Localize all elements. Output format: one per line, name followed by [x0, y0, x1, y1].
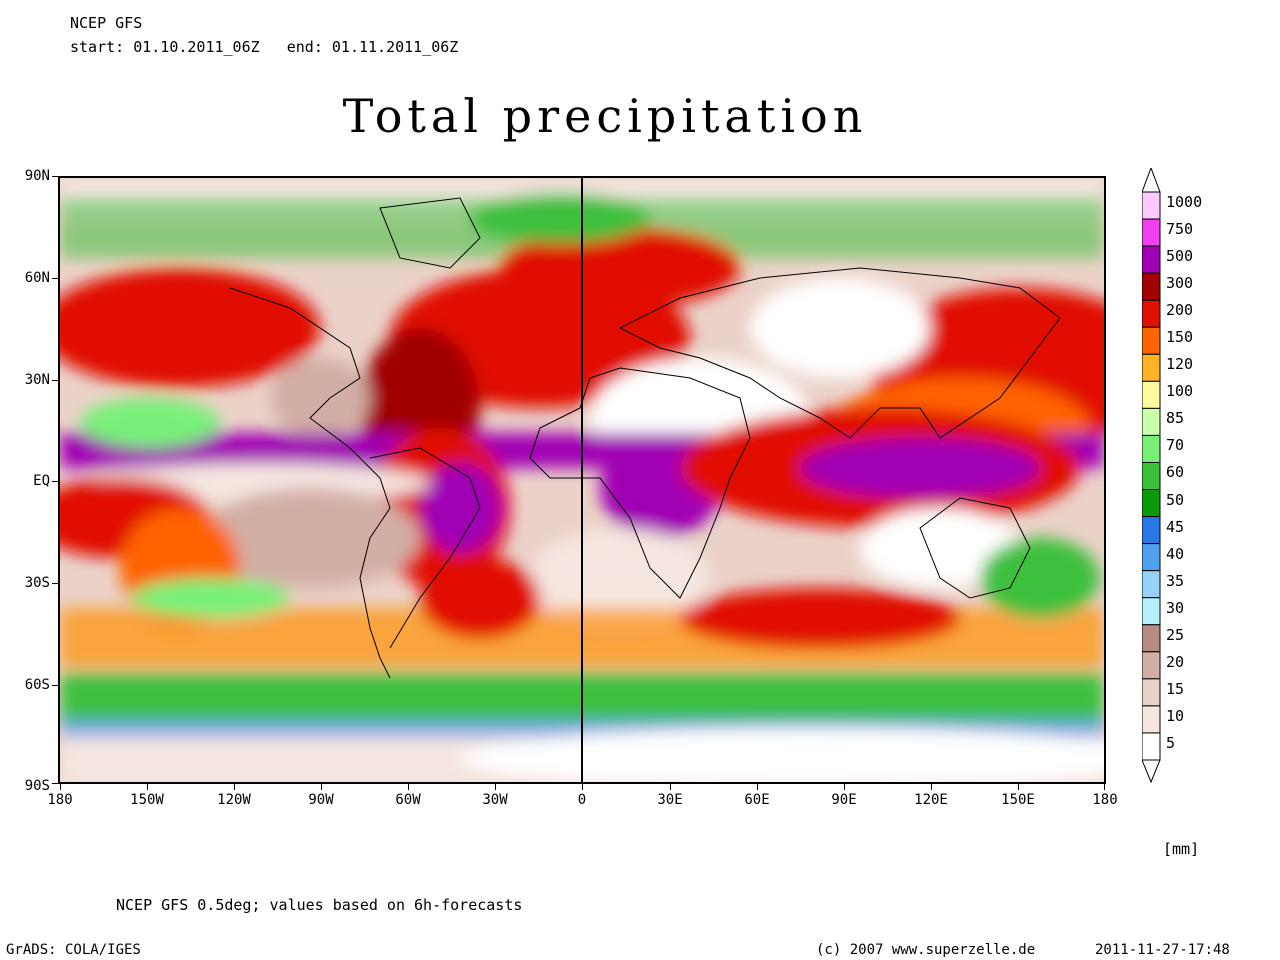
lat-tick [52, 685, 58, 686]
lon-tick [234, 784, 235, 790]
colorbar-swatch-750 [1142, 218, 1161, 247]
lon-label-30e: 30E [657, 792, 683, 808]
copyright-credit: (c) 2007 www.superzelle.de [816, 942, 1036, 958]
lon-tick [1018, 784, 1019, 790]
colorbar-label-5: 5 [1166, 733, 1176, 752]
lat-label-90s: 90S [24, 778, 50, 794]
lon-tick [757, 784, 758, 790]
colorbar-swatch-20 [1142, 651, 1161, 680]
colorbar-swatch-60 [1142, 461, 1161, 491]
lat-label-eq: EQ [33, 473, 50, 489]
colorbar-label-30: 30 [1166, 598, 1185, 617]
model-label: NCEP GFS [70, 14, 143, 32]
colorbar-swatch-5 [1142, 732, 1161, 761]
lat-tick [52, 583, 58, 584]
colorbar-label-120: 120 [1166, 355, 1194, 374]
lat-label-30s: 30S [24, 575, 50, 591]
colorbar-swatch-15 [1142, 678, 1161, 707]
data-footnote: NCEP GFS 0.5deg; values based on 6h-fore… [116, 896, 523, 914]
lon-tick [495, 784, 496, 790]
unit-label: [mm] [1163, 840, 1200, 858]
colorbar-label-1000: 1000 [1166, 193, 1203, 211]
colorbar-swatch-25 [1142, 624, 1161, 653]
lon-label-90e: 90E [831, 792, 857, 808]
colorbar-label-35: 35 [1166, 571, 1185, 590]
forecast-period: start: 01.10.2011_06Z end: 01.11.2011_06… [70, 38, 459, 56]
colorbar-label-40: 40 [1166, 544, 1185, 563]
lon-label-0: 0 [577, 792, 587, 808]
lon-label-30w: 30W [482, 792, 508, 808]
lon-label-60w: 60W [395, 792, 421, 808]
colorbar-label-25: 25 [1166, 625, 1185, 644]
colorbar-label-85: 85 [1166, 409, 1185, 428]
lon-label-180w: 180 [47, 792, 73, 808]
colorbar-swatch-200 [1142, 299, 1161, 328]
colorbar-label-500: 500 [1166, 247, 1194, 266]
lon-label-120w: 120W [217, 792, 251, 808]
colorbar-label-750: 750 [1166, 220, 1194, 239]
coastlines [229, 197, 1061, 679]
colorbar-swatch-50 [1142, 489, 1161, 518]
colorbar-swatch-70 [1142, 434, 1161, 463]
map-title: Total precipitation [342, 89, 868, 143]
lat-label-30n: 30N [24, 372, 50, 388]
colorbar-swatch-300 [1142, 272, 1161, 301]
colorbar-top-arrow [1142, 168, 1161, 193]
colorbar-swatch-35 [1142, 570, 1161, 599]
lon-label-90w: 90W [308, 792, 334, 808]
precipitation-field [60, 178, 1104, 782]
colorbar-label-15: 15 [1166, 679, 1185, 698]
colorbar-label-45: 45 [1166, 517, 1185, 536]
lat-tick [52, 481, 58, 482]
colorbar-label-50: 50 [1166, 490, 1185, 509]
lon-tick [1104, 784, 1105, 790]
lon-tick [931, 784, 932, 790]
lon-tick [147, 784, 148, 790]
lon-tick [60, 784, 61, 790]
colorbar-label-10: 10 [1166, 706, 1185, 725]
colorbar-swatch-1000 [1142, 191, 1161, 220]
colorbar-swatch-150 [1142, 326, 1161, 355]
lon-tick [582, 784, 583, 790]
colorbar-swatch-45 [1142, 516, 1161, 545]
colorbar-bottom-arrow [1142, 759, 1161, 784]
colorbar-swatch-10 [1142, 705, 1161, 734]
lon-tick [670, 784, 671, 790]
lat-label-90n: 90N [24, 168, 50, 184]
lon-label-150e: 150E [1001, 792, 1035, 808]
colorbar-swatch-85 [1142, 407, 1161, 436]
generation-date: 2011-11-27-17:48 [1095, 942, 1230, 958]
colorbar-swatch-500 [1142, 245, 1161, 274]
lon-tick [321, 784, 322, 790]
precipitation-map [58, 176, 1106, 784]
lon-tick [408, 784, 409, 790]
software-credit: GrADS: COLA/IGES [6, 942, 141, 958]
colorbar-label-70: 70 [1166, 436, 1185, 455]
lat-tick [52, 380, 58, 381]
colorbar [1142, 168, 1161, 784]
lat-label-60n: 60N [24, 270, 50, 286]
colorbar-label-150: 150 [1166, 328, 1194, 347]
lat-tick [52, 278, 58, 279]
colorbar-label-60: 60 [1166, 463, 1185, 482]
colorbar-swatch-40 [1142, 543, 1161, 572]
colorbar-swatch-120 [1142, 353, 1161, 382]
lon-label-120e: 120E [914, 792, 948, 808]
colorbar-label-20: 20 [1166, 652, 1185, 671]
lat-label-60s: 60S [24, 677, 50, 693]
colorbar-swatch-100 [1142, 380, 1161, 409]
lon-label-60e: 60E [744, 792, 770, 808]
lat-tick [52, 783, 58, 784]
lon-tick [844, 784, 845, 790]
lat-tick [52, 176, 58, 177]
lon-label-150w: 150W [130, 792, 164, 808]
colorbar-label-200: 200 [1166, 301, 1194, 320]
lon-label-180e: 180 [1092, 792, 1118, 808]
colorbar-swatch-30 [1142, 597, 1161, 626]
colorbar-label-300: 300 [1166, 274, 1194, 293]
colorbar-label-100: 100 [1166, 382, 1194, 401]
